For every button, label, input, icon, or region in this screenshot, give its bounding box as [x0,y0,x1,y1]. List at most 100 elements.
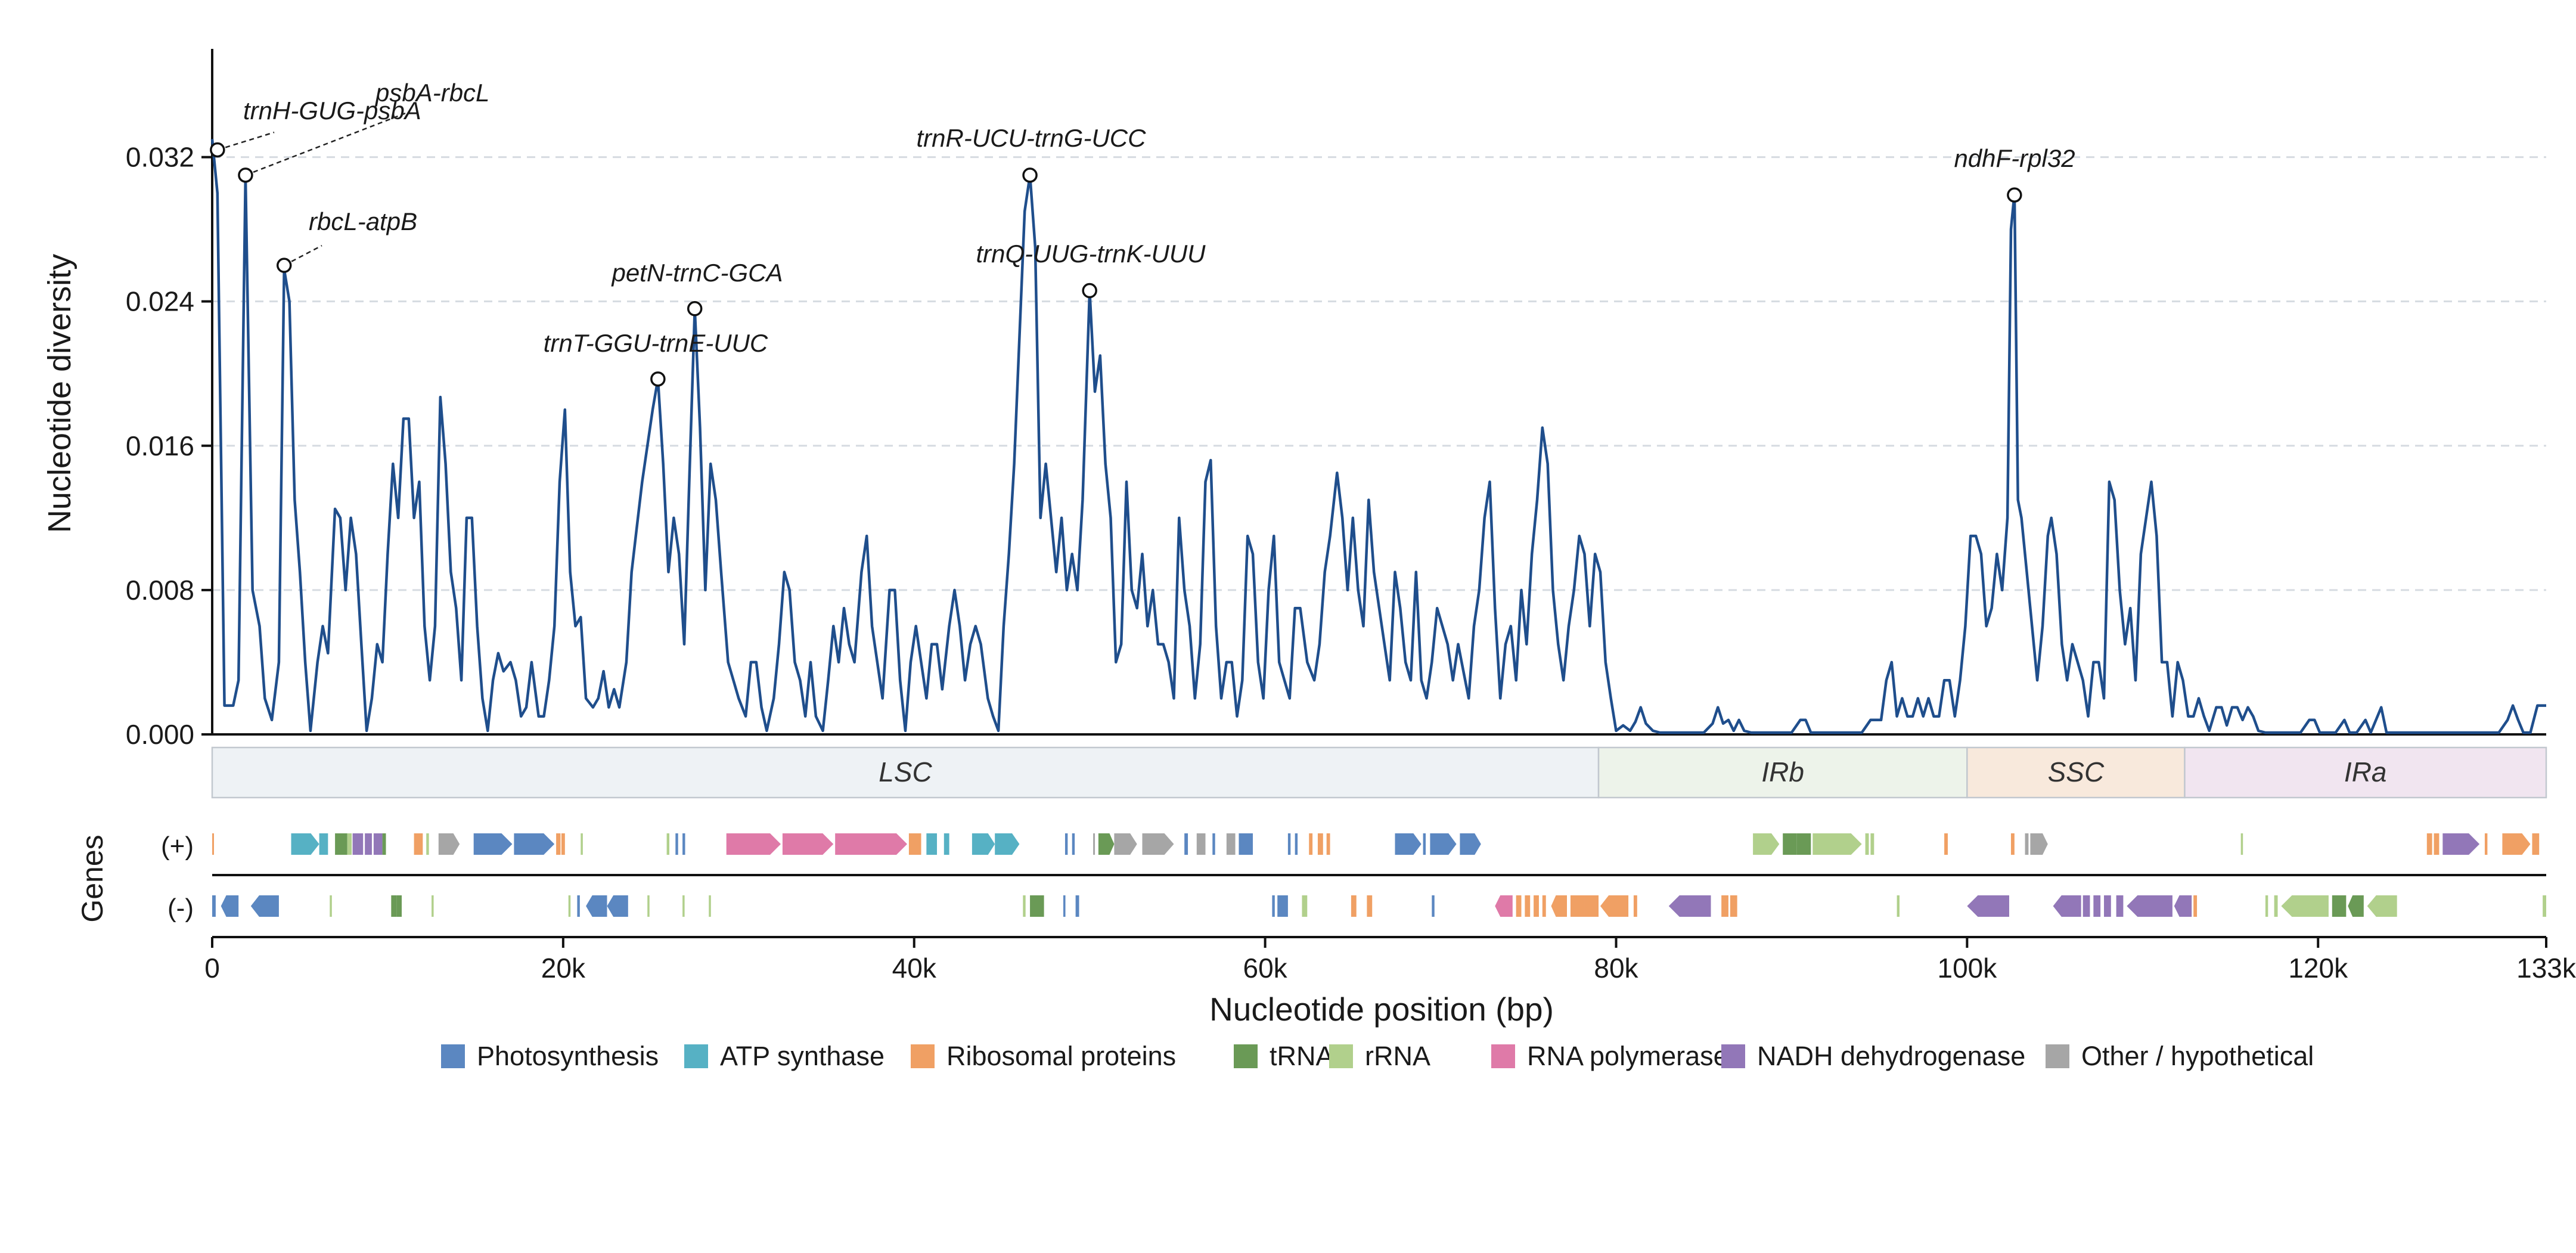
gene-arrow [835,833,907,855]
gene-arrow [1423,833,1426,855]
gene-arrow [2502,833,2531,855]
peak-marker [2007,187,2022,203]
gene-arrow [2174,895,2192,917]
legend-swatch [2046,1044,2069,1068]
y-tick-label: 0.008 [126,575,194,606]
x-tick-label: 40k [892,953,937,984]
gene-arrow [1460,833,1481,855]
gene-arrow [995,833,1020,855]
legend-swatch [1721,1044,1745,1068]
legend-swatch [1491,1044,1515,1068]
gene-arrow [352,833,364,855]
gene-arrow [1030,895,1044,917]
gene-track-label: Genes [76,835,109,922]
gridlines [212,156,2546,591]
gene-arrow [373,833,383,855]
peak-marker [238,168,253,183]
gene-arrow [1023,895,1026,917]
diversity-series [210,139,2546,734]
gene-arrow [1184,833,1188,855]
gene-arrow [2442,833,2480,855]
gene-arrow [1212,833,1215,855]
gene-arrow [2348,895,2364,917]
plus-strand-label: (+) [161,832,194,861]
gene-arrow [1534,895,1539,917]
gene-arrow [426,833,429,855]
y-tick-label: 0.032 [126,142,194,173]
gene-arrow [782,833,834,855]
y-tick-label: 0.000 [126,719,194,750]
x-tick-label: 120k [2288,953,2348,984]
region-label: LSC [879,756,932,787]
x-tick-label: 0 [204,953,220,984]
gene-arrow [726,833,781,855]
peak-label: ndhF-rpl32 [1954,144,2075,172]
gene-arrow [1944,833,1948,855]
gene-arrow [414,833,423,855]
gene-arrow [1239,833,1253,855]
gene-arrow [2116,895,2124,917]
peak-leader-line [217,131,275,151]
gene-arrow [2127,895,2172,917]
gene-arrow [675,833,678,855]
gene-arrow [666,833,670,855]
gene-arrow [1870,833,1874,855]
gene-arrow [1075,895,1079,917]
gene-arrow [1072,833,1075,855]
gene-arrow [1063,895,1066,917]
region-band [211,746,1600,799]
peak-leader-line [245,112,406,176]
gene-arrow [1064,833,1068,855]
gene-arrow [1584,895,1599,917]
legend-label: rRNA [1365,1041,1430,1071]
gene-arrow [1516,895,1522,917]
gene-arrow [438,833,460,855]
gene-arrow [1317,833,1323,855]
gene-arrow [2532,833,2540,855]
gene-arrow [432,895,434,917]
gene-arrow [2281,895,2329,917]
gene-arrow [1277,895,1288,917]
region-label: IRa [2344,756,2387,787]
x-tick-label: 20k [541,953,586,984]
region-label: SSC [2048,756,2105,787]
gene-arrow [2240,833,2243,855]
gene-arrow [1432,895,1435,917]
legend-swatch [1234,1044,1258,1068]
gene-arrow [1226,833,1236,855]
gene-arrow [473,833,513,855]
legend-swatch [911,1044,935,1068]
gene-arrow [972,833,995,855]
gene-track [212,833,2546,917]
gene-arrow [1287,833,1291,855]
gene-arrow [1351,895,1357,917]
gene-arrow [2053,895,2081,917]
gene-arrow [908,833,921,855]
legend-label: NADH dehydrogenase [1757,1041,2025,1071]
y-tick-label: 0.024 [126,286,194,317]
region-band [2184,746,2547,799]
gene-arrow [1721,895,1728,917]
gene-arrow [709,895,711,917]
gene-arrow [2484,833,2488,855]
gene-arrow [682,895,685,917]
gene-arrow [2367,895,2397,917]
peak-label: rbcL-atpB [309,207,417,235]
peak-label: petN-trnC-GCA [610,259,783,287]
peak-marker [210,142,225,158]
gene-arrow [577,895,580,917]
peak-marker [276,258,292,273]
peak-marker [650,371,666,387]
gene-arrow [2265,895,2268,917]
gene-arrow [365,833,372,855]
gene-arrow [2104,895,2111,917]
gene-arrow [250,895,279,917]
gene-arrow [1272,895,1275,917]
gene-arrow [1196,833,1206,855]
gene-arrow [1897,895,1900,917]
gene-arrow [926,833,938,855]
gene-arrow [1668,895,1711,917]
gene-arrow [561,833,565,855]
gene-arrow [221,895,239,917]
